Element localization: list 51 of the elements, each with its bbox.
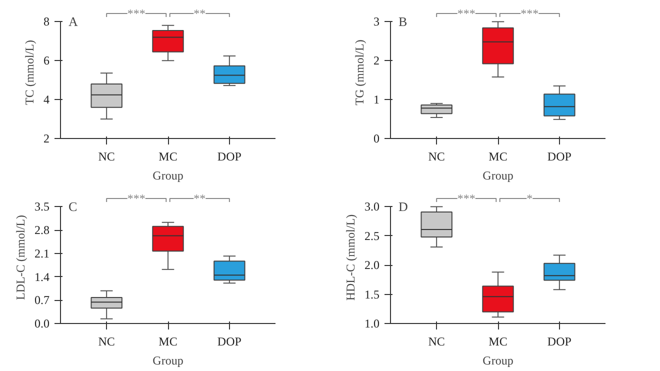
y-tick-label: 4 xyxy=(44,92,50,107)
chart-title: C xyxy=(68,199,78,214)
y-tick-label: 3 xyxy=(374,14,380,29)
chart-title: D xyxy=(398,199,408,214)
text: * xyxy=(526,192,533,206)
y-tick-label: 8 xyxy=(44,14,50,29)
y-tick-label: 2.5 xyxy=(364,228,380,243)
y-tick-label: 2 xyxy=(44,132,50,146)
y-axis-title: TG (mmol/L) xyxy=(352,40,366,106)
x-tick-label: MC xyxy=(158,150,178,164)
x-axis-title: Group xyxy=(152,354,184,368)
y-tick-label: 2.1 xyxy=(34,246,50,260)
y-tick-label: 3.5 xyxy=(34,200,50,214)
chart-title: A xyxy=(68,14,78,30)
chart-title: B xyxy=(398,14,408,30)
y-tick-label: 2.0 xyxy=(364,258,380,272)
text: *** xyxy=(127,6,146,21)
text: *** xyxy=(457,6,476,21)
y-axis-title: HDL-C (mmol/L) xyxy=(344,214,358,301)
y-tick-label: 1.5 xyxy=(364,287,380,302)
x-axis-title: Group xyxy=(482,168,514,182)
x-tick-label: NC xyxy=(428,334,445,348)
x-tick-label: DOP xyxy=(547,150,572,164)
x-tick-label: DOP xyxy=(547,334,572,348)
y-tick-label: 0.7 xyxy=(34,293,50,308)
y-axis-title: LDL-C (mmol/L) xyxy=(14,215,28,300)
x-tick-label: MC xyxy=(488,150,508,164)
y-tick-label: 0.0 xyxy=(34,316,50,330)
x-axis-title: Group xyxy=(152,168,184,182)
text: ** xyxy=(194,192,206,206)
x-tick-label: NC xyxy=(98,150,115,164)
text: *** xyxy=(457,192,476,206)
y-tick-label: 0 xyxy=(374,132,380,146)
y-tick-label: 3.0 xyxy=(364,200,380,214)
x-tick-label: DOP xyxy=(217,150,242,164)
y-tick-label: 1.0 xyxy=(364,316,380,330)
x-axis-title: Group xyxy=(482,354,514,368)
x-tick-label: NC xyxy=(98,334,115,348)
text: ** xyxy=(194,6,206,21)
y-axis-title: TC (mmol/L) xyxy=(22,40,36,105)
x-tick-label: MC xyxy=(488,334,508,348)
y-tick-label: 6 xyxy=(44,54,50,68)
y-tick-label: 1 xyxy=(374,92,380,107)
x-tick-label: NC xyxy=(428,150,445,164)
text: *** xyxy=(520,6,539,21)
x-tick-label: MC xyxy=(158,334,178,348)
x-tick-label: DOP xyxy=(217,334,242,348)
y-tick-label: 2.8 xyxy=(34,223,50,238)
y-tick-label: 1.4 xyxy=(34,270,50,284)
y-tick-label: 2 xyxy=(374,54,380,68)
text: *** xyxy=(127,192,146,206)
